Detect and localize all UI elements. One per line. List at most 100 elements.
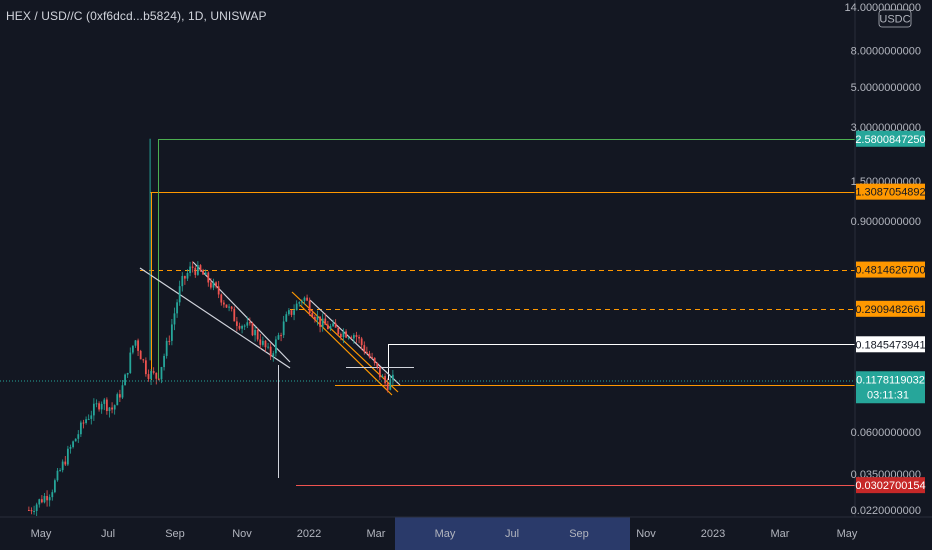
candle-body bbox=[280, 335, 282, 337]
unit-label-box[interactable]: USDC bbox=[878, 9, 912, 28]
candle-body bbox=[30, 510, 33, 512]
price-axis[interactable] bbox=[855, 0, 932, 517]
candle-body bbox=[321, 318, 324, 327]
price-badge[interactable] bbox=[856, 477, 925, 494]
price-tick-label: 0.9000000000 bbox=[851, 216, 921, 228]
candle-body bbox=[217, 286, 220, 295]
candle-body bbox=[33, 511, 35, 513]
candle-body bbox=[261, 340, 264, 345]
candle-body bbox=[139, 350, 142, 360]
candle-body bbox=[267, 346, 269, 348]
candle-body bbox=[209, 282, 212, 288]
candle-body bbox=[199, 265, 202, 271]
channel-line[interactable] bbox=[299, 304, 393, 396]
candle-body bbox=[85, 419, 87, 423]
time-tick-label: Mar bbox=[367, 528, 386, 540]
candle-body bbox=[98, 403, 100, 410]
candle-body bbox=[355, 335, 358, 337]
candle-body bbox=[186, 273, 189, 279]
candle-body bbox=[207, 272, 210, 283]
candle-body bbox=[131, 345, 134, 353]
candle-body bbox=[274, 339, 277, 354]
candle-body bbox=[134, 340, 137, 346]
candle-body bbox=[103, 399, 106, 404]
candle-body bbox=[178, 286, 181, 303]
candle-body bbox=[306, 297, 308, 301]
candle-body bbox=[95, 403, 98, 405]
candle-body bbox=[313, 316, 316, 320]
candle-body bbox=[43, 495, 46, 503]
candle-body bbox=[150, 371, 152, 379]
candle-body bbox=[90, 415, 93, 419]
candle-body bbox=[290, 310, 293, 315]
candle-body bbox=[100, 403, 103, 410]
candle-body bbox=[66, 448, 69, 465]
trend-line[interactable] bbox=[139, 267, 291, 369]
time-tick-label: Jul bbox=[101, 528, 115, 540]
candle-body bbox=[46, 495, 48, 501]
price-badge[interactable] bbox=[856, 300, 925, 317]
candle-body bbox=[350, 337, 353, 339]
candle-body bbox=[272, 353, 275, 357]
candle-body bbox=[212, 282, 215, 288]
candle-body bbox=[222, 302, 225, 305]
candle-body bbox=[324, 318, 327, 325]
price-badge-label: 0.0302700154 bbox=[855, 480, 925, 492]
candle-body bbox=[337, 327, 340, 335]
candle-body bbox=[282, 321, 285, 336]
time-tick-label: Sep bbox=[165, 528, 185, 540]
symbol-title[interactable]: HEX / USD//C (0xf6dcd...b5824), 1D, UNIS… bbox=[6, 9, 267, 23]
candle-body bbox=[225, 304, 228, 308]
candle-body bbox=[360, 338, 363, 346]
price-badge[interactable] bbox=[856, 130, 925, 147]
last-price-label: 0.1178119032 bbox=[856, 374, 925, 386]
candle-body bbox=[113, 405, 116, 410]
candle-body bbox=[235, 321, 238, 326]
candle-body bbox=[170, 324, 173, 341]
candle-body bbox=[215, 282, 217, 287]
candle-body bbox=[371, 357, 373, 359]
candle-body bbox=[243, 325, 246, 327]
price-badge-label: 0.2909482661 bbox=[855, 304, 925, 316]
candle-body bbox=[38, 499, 41, 505]
price-badge[interactable] bbox=[856, 183, 925, 200]
candle-body bbox=[345, 331, 347, 338]
candle-body bbox=[92, 403, 95, 416]
candle-body bbox=[183, 276, 186, 279]
price-badge-label: 1.3087054892 bbox=[855, 187, 925, 199]
candle-body bbox=[51, 492, 54, 498]
candle-body bbox=[196, 265, 199, 275]
price-tick-label: 8.0000000000 bbox=[851, 46, 921, 58]
candle-body bbox=[189, 266, 191, 274]
candle-body bbox=[163, 355, 165, 368]
candle-body bbox=[160, 367, 163, 380]
candle-body bbox=[204, 272, 207, 275]
price-badge[interactable] bbox=[856, 336, 925, 353]
time-tick-label: Nov bbox=[232, 528, 252, 540]
candle-body bbox=[194, 267, 197, 275]
candle-body bbox=[111, 407, 113, 410]
candle-body bbox=[220, 294, 223, 303]
candle-body bbox=[269, 346, 272, 357]
candle-body bbox=[87, 418, 90, 420]
time-tick-label: May bbox=[837, 528, 858, 540]
candle-body bbox=[61, 461, 64, 471]
time-axis-ticks[interactable]: May Jul Sep Nov 2022 Mar May Jul Sep Nov 2023 Mar Ma… bbox=[31, 528, 858, 540]
candle-body bbox=[72, 441, 74, 448]
candle-body bbox=[329, 326, 332, 330]
candle-body bbox=[332, 323, 334, 327]
price-badge[interactable] bbox=[856, 261, 925, 278]
candle-body bbox=[256, 329, 259, 340]
candle-body bbox=[168, 340, 171, 342]
candle-body bbox=[147, 374, 150, 379]
candle-body bbox=[384, 376, 386, 384]
time-tick-label: May bbox=[435, 528, 456, 540]
last-price-badge[interactable] bbox=[856, 371, 925, 404]
candle-body bbox=[64, 461, 67, 465]
candle-body bbox=[40, 499, 43, 503]
candle-body bbox=[27, 510, 30, 511]
price-badge-label: 2.5800847250 bbox=[855, 134, 925, 146]
time-tick-label: Sep bbox=[569, 528, 589, 540]
